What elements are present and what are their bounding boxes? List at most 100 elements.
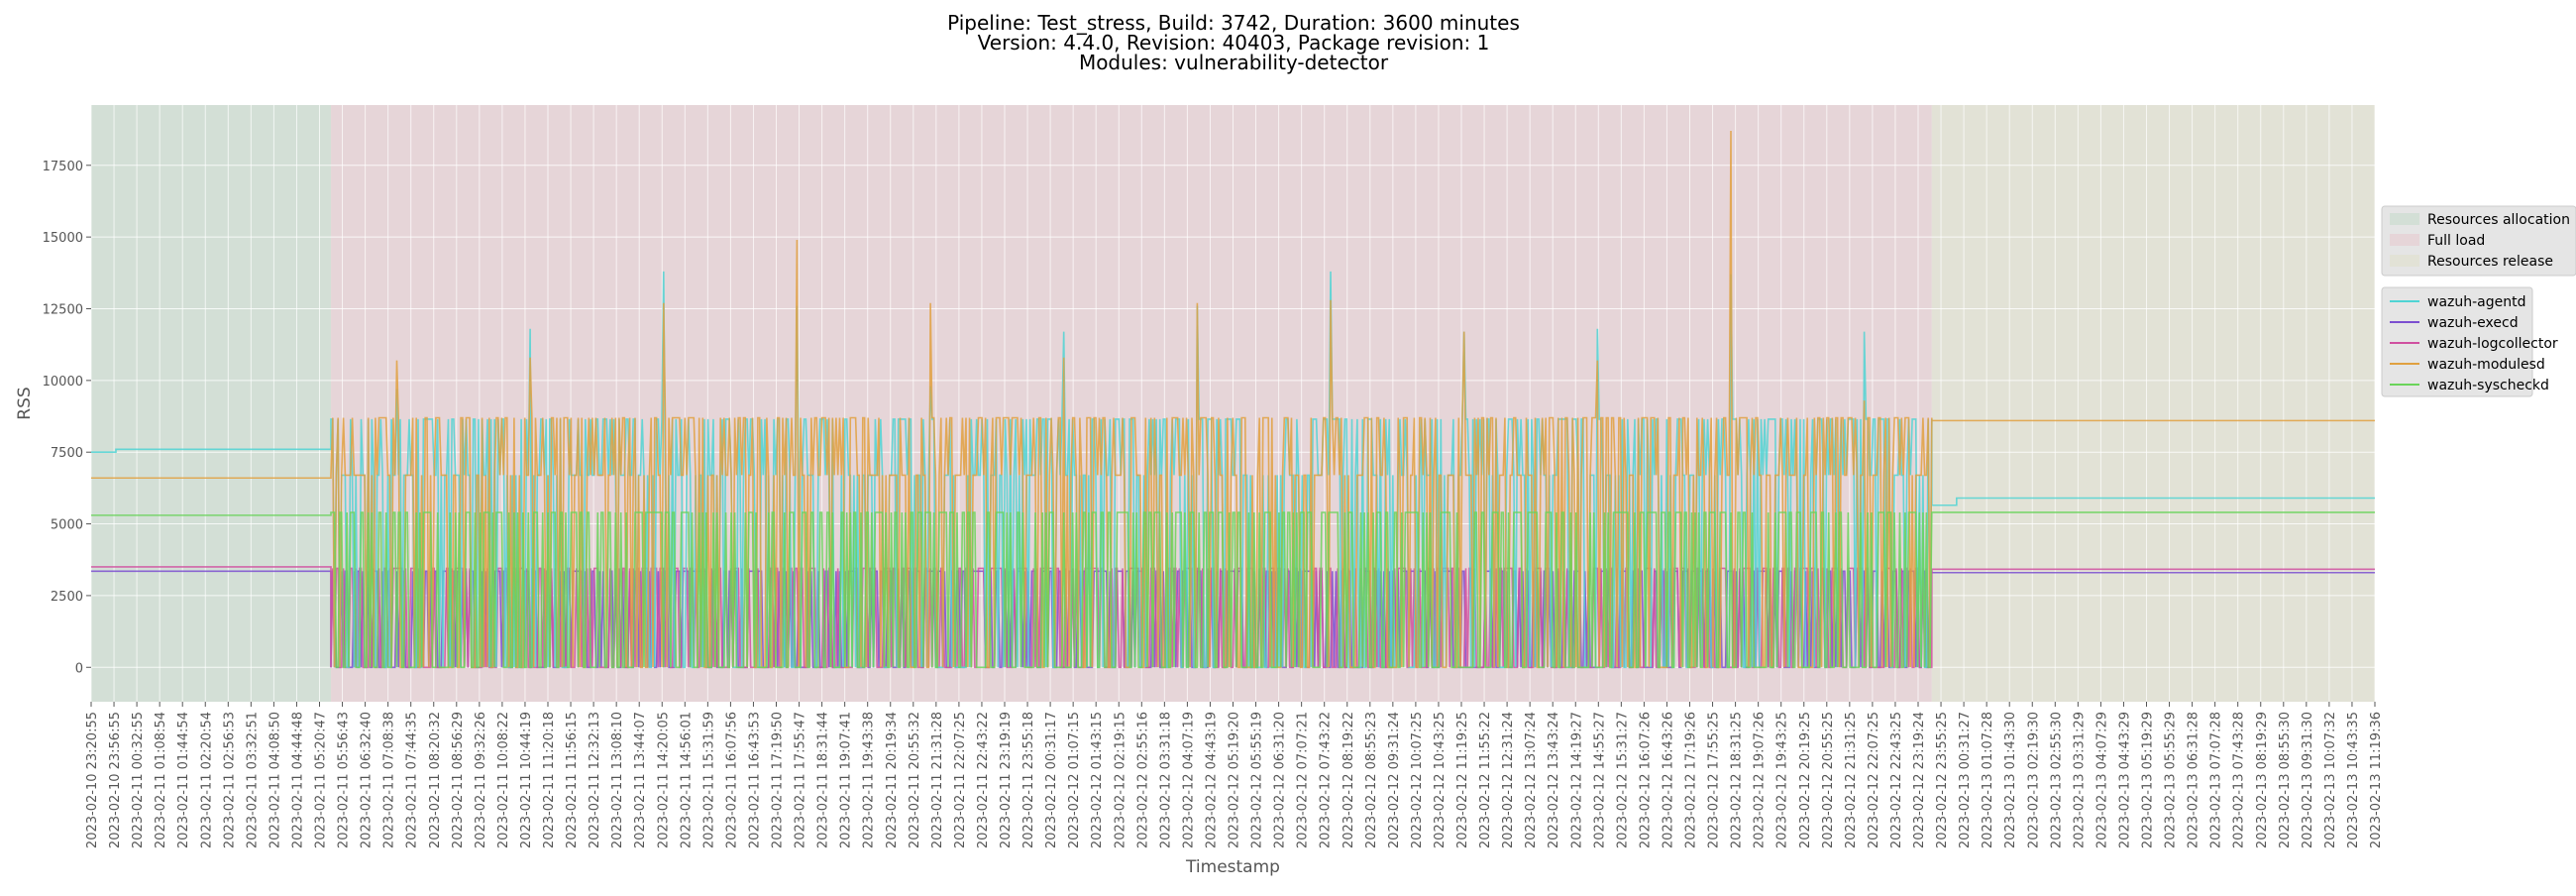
x-tick-label: 2023-02-13 09:31:30 [2301,712,2315,848]
x-tick-label: 2023-02-11 21:31:28 [930,712,945,848]
title-line-1: Version: 4.4.0, Revision: 40403, Package… [978,31,1490,55]
x-tick-label: 2023-02-11 20:55:32 [908,712,922,848]
x-tick-label: 2023-02-13 05:19:29 [2141,712,2156,848]
x-tick-label: 2023-02-11 09:32:26 [474,712,488,848]
y-tick-label: 2500 [51,590,83,605]
x-tick-label: 2023-02-12 21:31:25 [1844,712,1859,848]
phase-legend: Resources allocation Full load Resources r… [2381,205,2576,277]
x-tick-label: 2023-02-12 11:55:22 [1478,712,1493,848]
x-tick-label: 2023-02-12 06:31:20 [1273,712,1288,848]
x-tick-label: 2023-02-12 14:19:27 [1569,712,1584,848]
x-tick-label: 2023-02-11 14:56:01 [679,712,694,848]
x-tick-label: 2023-02-12 23:19:24 [1912,712,1927,848]
x-tick-label: 2023-02-11 23:55:18 [1021,712,1036,848]
x-tick-label: 2023-02-12 05:55:19 [1250,712,1265,848]
x-tick-label: 2023-02-11 17:55:47 [794,712,808,848]
x-tick-label: 2023-02-11 16:43:53 [747,712,762,848]
x-tick-label: 2023-02-11 08:56:29 [451,712,466,848]
x-tick-label: 2023-02-12 20:19:25 [1798,712,1813,848]
x-tick-label: 2023-02-13 10:43:35 [2346,712,2361,848]
y-tick-label: 0 [75,661,83,676]
x-tick-label: 2023-02-12 22:43:25 [1889,712,1904,848]
y-tick-label: 17500 [43,160,83,174]
x-tick-label: 2023-02-12 19:07:26 [1753,712,1768,848]
x-tick-label: 2023-02-12 16:43:26 [1661,712,1675,848]
x-tick-label: 2023-02-12 03:31:18 [1158,712,1173,848]
phase-legend-swatch [2390,234,2419,246]
x-tick-label: 2023-02-12 02:55:16 [1135,712,1150,848]
x-tick-label: 2023-02-13 07:43:28 [2232,712,2247,848]
x-tick-label: 2023-02-11 14:20:05 [656,712,671,848]
x-tick-label: 2023-02-12 13:07:24 [1524,712,1539,848]
x-tick-label: 2023-02-11 13:08:10 [610,712,625,848]
legend: Resources allocation Full load Resources r… [2381,205,2576,397]
x-tick-label: 2023-02-11 05:20:47 [314,712,329,848]
x-tick-label: 2023-02-11 06:32:40 [360,712,375,848]
x-tick-label: 2023-02-11 16:07:56 [724,712,739,848]
x-tick-label: 2023-02-12 16:07:26 [1638,712,1653,848]
x-tick-label: 2023-02-11 12:32:13 [588,712,602,848]
phase-band-2 [1931,105,2375,702]
x-tick-label: 2023-02-11 11:56:15 [565,712,580,848]
series-legend-label: wazuh-agentd [2427,294,2526,310]
x-tick-label: 2023-02-12 07:43:22 [1319,712,1334,848]
x-tick-label: 2023-02-12 00:31:17 [1044,712,1059,848]
series-lines [91,130,2375,669]
y-tick-label: 15000 [43,231,83,246]
y-axis: 0 2500 5000 7500 10000 12500 15000 17500 RSS [15,160,91,676]
y-tick-label: 7500 [51,446,83,461]
x-tick-label: 2023-02-13 06:31:28 [2187,712,2201,848]
x-tick-label: 2023-02-11 13:44:07 [633,712,648,848]
x-tick-label: 2023-02-11 11:20:18 [542,712,557,848]
x-tick-label: 2023-02-13 00:31:27 [1958,712,1973,848]
x-tick-label: 2023-02-11 04:08:50 [268,712,282,848]
phase-legend-label: Resources release [2427,254,2553,270]
x-tick-label: 2023-02-12 02:19:15 [1113,712,1127,848]
x-tick-label: 2023-02-11 05:56:43 [337,712,352,848]
x-tick-label: 2023-02-13 11:19:36 [2369,712,2384,848]
x-tick-label: 2023-02-11 08:20:32 [428,712,443,848]
x-tick-label: 2023-02-12 22:07:25 [1867,712,1881,848]
x-tick-label: 2023-02-13 03:31:29 [2072,712,2087,848]
x-tick-label: 2023-02-13 01:43:30 [2003,712,2018,848]
x-tick-label: 2023-02-12 04:07:19 [1181,712,1196,848]
x-tick-label: 2023-02-12 09:31:24 [1387,712,1402,848]
x-tick-label: 2023-02-12 08:55:23 [1364,712,1379,848]
series-legend: wazuh-agentd wazuh-execd wazuh-logcollecto… [2381,286,2558,397]
series-legend-label: wazuh-execd [2427,315,2519,331]
x-tick-label: 2023-02-11 23:19:19 [999,712,1014,848]
x-tick-label: 2023-02-13 10:07:32 [2323,712,2338,848]
x-tick-label: 2023-02-12 13:43:24 [1547,712,1561,848]
x-tick-label: 2023-02-12 11:19:25 [1455,712,1470,848]
x-tick-label: 2023-02-11 07:08:38 [382,712,397,848]
x-tick-label: 2023-02-11 00:32:55 [131,712,146,848]
plot-area [90,105,2376,702]
title-line-2: Modules: vulnerability-detector [1079,51,1389,74]
x-tick-label: 2023-02-12 19:43:25 [1775,712,1790,848]
x-axis-label: Timestamp [1185,857,1280,877]
x-tick-label: 2023-02-12 10:07:25 [1410,712,1425,848]
x-tick-label: 2023-02-13 08:19:29 [2255,712,2270,848]
x-tick-label: 2023-02-11 22:07:25 [953,712,968,848]
series-wazuh-syscheckd [91,511,2375,669]
x-tick-label: 2023-02-11 19:43:38 [862,712,877,848]
x-tick-label: 2023-02-11 03:32:51 [245,712,260,848]
x-tick-label: 2023-02-12 23:55:25 [1935,712,1950,848]
phase-band-0 [91,105,332,702]
y-axis-label: RSS [15,387,35,419]
y-tick-label: 5000 [51,518,83,533]
x-tick-label: 2023-02-11 10:08:22 [496,712,511,848]
x-tick-label: 2023-02-12 01:43:15 [1090,712,1105,848]
x-tick-label: 2023-02-12 17:19:26 [1684,712,1699,848]
x-tick-label: 2023-02-11 04:44:48 [290,712,305,848]
y-tick-label: 12500 [43,302,83,317]
x-tick-label: 2023-02-12 01:07:15 [1067,712,1082,848]
x-tick-label: 2023-02-13 07:07:28 [2209,712,2224,848]
x-tick-label: 2023-02-13 04:43:29 [2117,712,2132,848]
phase-legend-label: Full load [2427,233,2485,249]
x-tick-label: 2023-02-12 17:55:25 [1707,712,1722,848]
series-legend-label: wazuh-logcollector [2427,336,2558,352]
x-tick-label: 2023-02-12 04:43:19 [1204,712,1219,848]
phase-legend-label: Resources allocation [2427,212,2570,228]
